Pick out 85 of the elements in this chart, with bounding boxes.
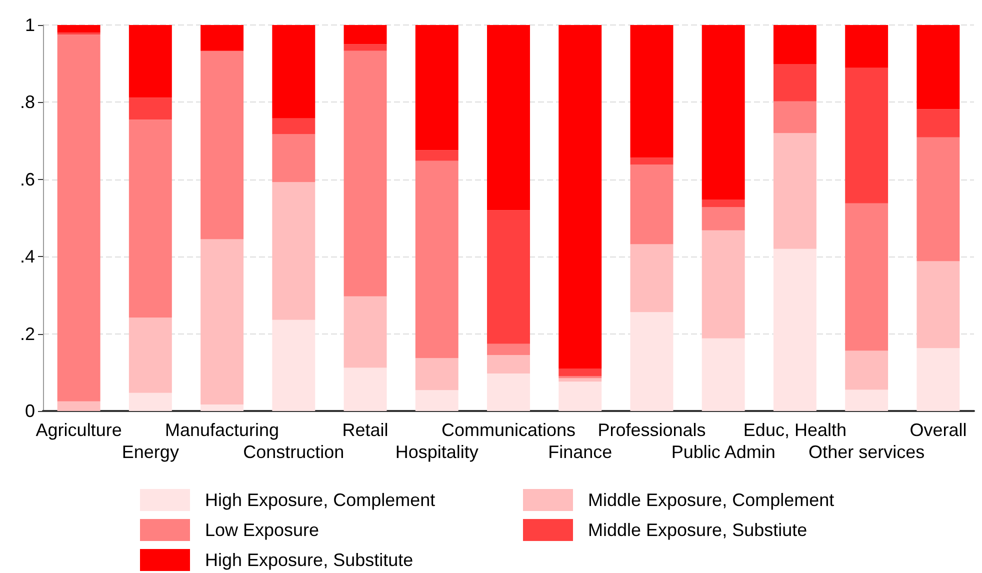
x-tick-label: Construction	[243, 442, 344, 462]
x-tick-label: Agriculture	[36, 420, 122, 440]
bar	[128, 98, 172, 120]
bar	[702, 230, 745, 338]
legend-label: High Exposure, Substitute	[205, 550, 414, 570]
bar	[344, 50, 387, 296]
bar	[773, 248, 816, 411]
bar	[415, 390, 458, 411]
bar	[487, 210, 530, 344]
bar	[344, 25, 387, 44]
bar	[916, 261, 960, 348]
bar	[702, 199, 745, 208]
legend-label: High Exposure, Complement	[205, 490, 436, 510]
bar	[344, 296, 387, 368]
bar	[272, 118, 316, 134]
bar	[128, 25, 172, 98]
x-tick-label: Energy	[122, 442, 179, 462]
bar	[200, 50, 244, 240]
bar	[57, 34, 100, 402]
x-tick-label: Hospitality	[395, 442, 478, 462]
bar	[845, 350, 888, 390]
y-tick-label: .4	[20, 246, 35, 267]
bar	[702, 207, 745, 230]
bar	[487, 344, 530, 356]
bar	[630, 158, 674, 165]
bar	[630, 244, 674, 312]
bar	[272, 320, 316, 411]
bar	[845, 390, 888, 411]
bar	[702, 338, 745, 411]
legend-label: Middle Exposure, Substiute	[588, 520, 808, 540]
bar	[916, 137, 960, 262]
x-tick-label: Public Admin	[671, 442, 776, 462]
bar	[128, 392, 172, 411]
bar	[558, 382, 602, 411]
y-tick-label: .6	[20, 169, 35, 190]
bar	[200, 25, 244, 51]
bar	[487, 355, 530, 374]
bar	[630, 164, 674, 244]
x-tick-label: Finance	[548, 442, 612, 462]
bar	[344, 44, 387, 51]
bar	[128, 120, 172, 318]
bar	[630, 25, 674, 158]
x-tick-label: Communications	[441, 420, 576, 440]
bar	[558, 25, 602, 369]
bar	[344, 368, 387, 411]
x-tick-label: Educ, Health	[743, 420, 846, 440]
bar	[845, 25, 888, 68]
y-tick-label: 1	[24, 15, 35, 35]
bar	[845, 203, 888, 351]
bar	[415, 25, 458, 150]
x-tick-label: Retail	[342, 420, 388, 440]
x-tick-label: Other services	[808, 442, 925, 462]
x-tick-label: Professionals	[598, 420, 706, 440]
bar	[558, 368, 602, 376]
bar	[558, 378, 602, 382]
bar	[773, 25, 816, 64]
bar	[200, 404, 244, 411]
bar	[702, 25, 745, 200]
bar	[487, 25, 530, 210]
bar	[916, 25, 960, 110]
bar	[916, 348, 960, 411]
bar	[57, 25, 100, 33]
legend-label: Middle Exposure, Complement	[588, 490, 834, 510]
x-tick-label: Overall	[910, 420, 967, 440]
bar	[773, 64, 816, 102]
bar	[200, 239, 244, 404]
bar	[773, 101, 816, 134]
y-tick-label: .2	[20, 324, 35, 344]
bar	[845, 68, 888, 204]
y-tick-label: .8	[20, 92, 35, 112]
bar	[415, 160, 458, 358]
bar	[57, 401, 100, 411]
y-tick-label: 0	[24, 401, 35, 421]
bar	[272, 182, 316, 320]
x-tick-label: Manufacturing	[165, 420, 280, 440]
bar	[272, 25, 316, 118]
bar	[415, 358, 458, 390]
bar	[916, 109, 960, 138]
legend-label: Low Exposure	[205, 520, 320, 540]
bar	[128, 318, 172, 393]
bar	[272, 134, 316, 182]
bar	[415, 150, 458, 161]
bar	[487, 374, 530, 411]
bar	[773, 133, 816, 249]
bar	[630, 312, 674, 411]
